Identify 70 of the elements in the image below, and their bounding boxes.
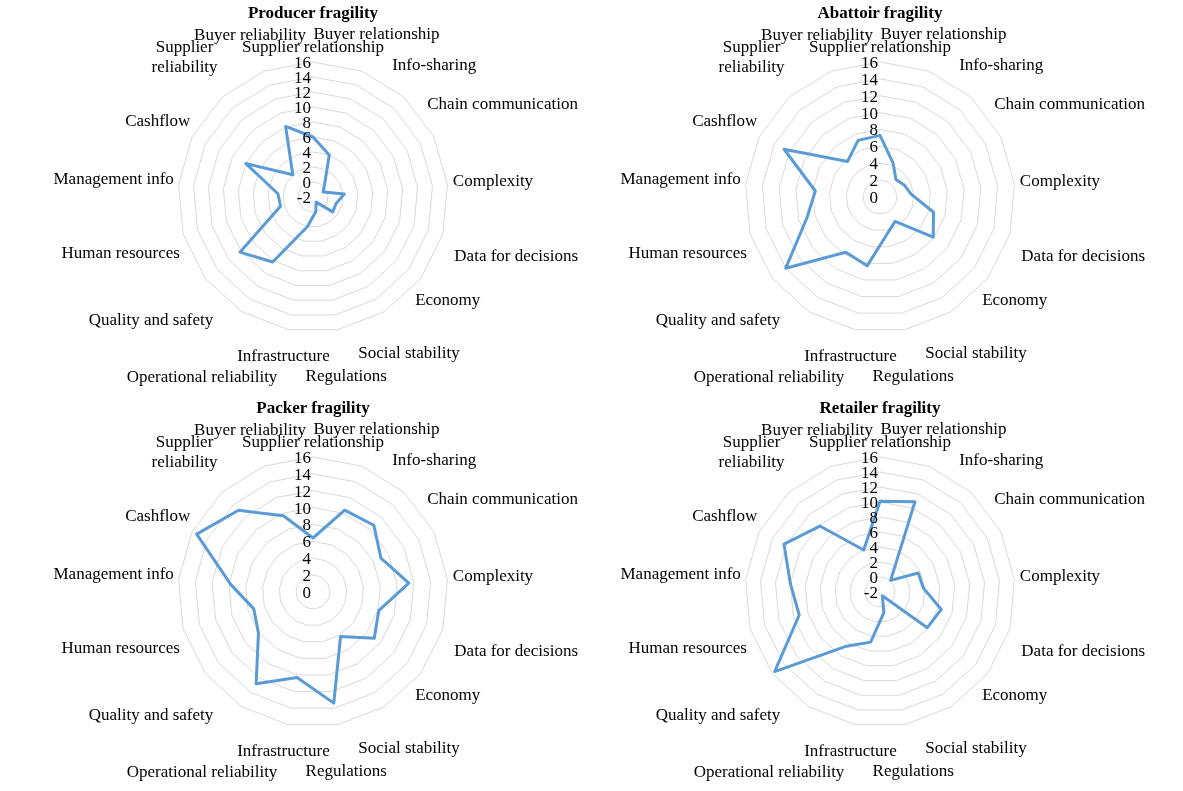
spoke-label: Cashflow — [692, 110, 759, 130]
spoke-label: Quality and safety — [655, 705, 781, 725]
y-tick-label: 6 — [869, 137, 878, 157]
spoke-label: Info-sharing — [392, 449, 477, 469]
y-tick-label: 16 — [294, 447, 311, 467]
spoke-label: Chain communication — [994, 93, 1146, 113]
spoke-label: Infrastructure — [804, 346, 897, 366]
spoke-label: Regulations — [305, 365, 387, 385]
spoke-label: Social stability — [358, 737, 461, 757]
spoke-label: Cashflow — [692, 505, 759, 525]
y-tick-label: 12 — [294, 481, 311, 501]
y-tick-label: 4 — [302, 549, 312, 569]
spoke-label: Operational reliability — [126, 762, 278, 782]
chart-title: Producer fragility — [247, 3, 379, 23]
spoke-label: Data for decisions — [1021, 245, 1146, 265]
spoke-label: Management info — [53, 564, 174, 584]
spoke-label: Info-sharing — [392, 54, 477, 74]
spoke-label: Management info — [620, 564, 741, 584]
y-tick-label: 10 — [294, 498, 311, 518]
chart-title: Abattoir fragility — [817, 3, 943, 23]
y-tick-label: 16 — [861, 52, 878, 72]
y-tick-label: 10 — [861, 103, 878, 123]
spoke-label: Social stability — [358, 342, 461, 362]
spoke-label: Data for decisions — [454, 640, 579, 660]
spoke-label: Infrastructure — [237, 346, 330, 366]
spoke-label: Quality and safety — [655, 310, 781, 330]
spoke-label: Complexity — [1019, 171, 1101, 191]
spoke-label: Regulations — [305, 760, 387, 780]
spoke-label: Economy — [982, 684, 1048, 704]
spoke-label: Cashflow — [125, 505, 192, 525]
spoke-label: Info-sharing — [959, 449, 1044, 469]
spoke-label: Data for decisions — [1021, 640, 1146, 660]
spoke-label: Complexity — [452, 171, 534, 191]
spoke-label: Complexity — [1019, 566, 1101, 586]
spoke-label: Quality and safety — [88, 705, 214, 725]
spoke-label: Social stability — [925, 342, 1028, 362]
spoke-label: Chain communication — [994, 488, 1146, 508]
spoke-label: Economy — [415, 289, 481, 309]
spoke-label: Operational reliability — [693, 762, 845, 782]
spoke-label: Complexity — [452, 566, 534, 586]
spoke-label: Info-sharing — [959, 54, 1044, 74]
spoke-label: Regulations — [872, 365, 954, 385]
y-tick-label: 14 — [294, 464, 312, 484]
y-tick-label: 14 — [861, 69, 879, 89]
spoke-label: Data for decisions — [454, 245, 579, 265]
y-tick-label: 8 — [869, 120, 878, 140]
spoke-label: Economy — [415, 684, 481, 704]
y-tick-label: 12 — [861, 86, 878, 106]
chart-title: Retailer fragility — [819, 398, 941, 418]
spoke-label: Human resources — [628, 242, 747, 262]
spoke-label: Social stability — [925, 737, 1028, 757]
spoke-label: Human resources — [628, 637, 747, 657]
spoke-label: Infrastructure — [804, 741, 897, 761]
spoke-label: Quality and safety — [88, 310, 214, 330]
y-tick-label: 8 — [302, 515, 311, 535]
spoke-label: Operational reliability — [126, 367, 278, 387]
spoke-label: Human resources — [61, 242, 180, 262]
spoke-label: Chain communication — [427, 93, 579, 113]
spoke-label: Management info — [620, 169, 741, 189]
spoke-label: Cashflow — [125, 110, 192, 130]
spoke-label: Chain communication — [427, 488, 579, 508]
chart-title: Packer fragility — [256, 398, 371, 418]
spoke-label: Economy — [982, 289, 1048, 309]
y-tick-label: 4 — [869, 154, 879, 174]
spoke-label: Infrastructure — [237, 741, 330, 761]
spoke-label: Operational reliability — [693, 367, 845, 387]
spoke-label: Management info — [53, 169, 174, 189]
spoke-label: Regulations — [872, 760, 954, 780]
y-tick-label: 6 — [302, 532, 311, 552]
spoke-label: Human resources — [61, 637, 180, 657]
